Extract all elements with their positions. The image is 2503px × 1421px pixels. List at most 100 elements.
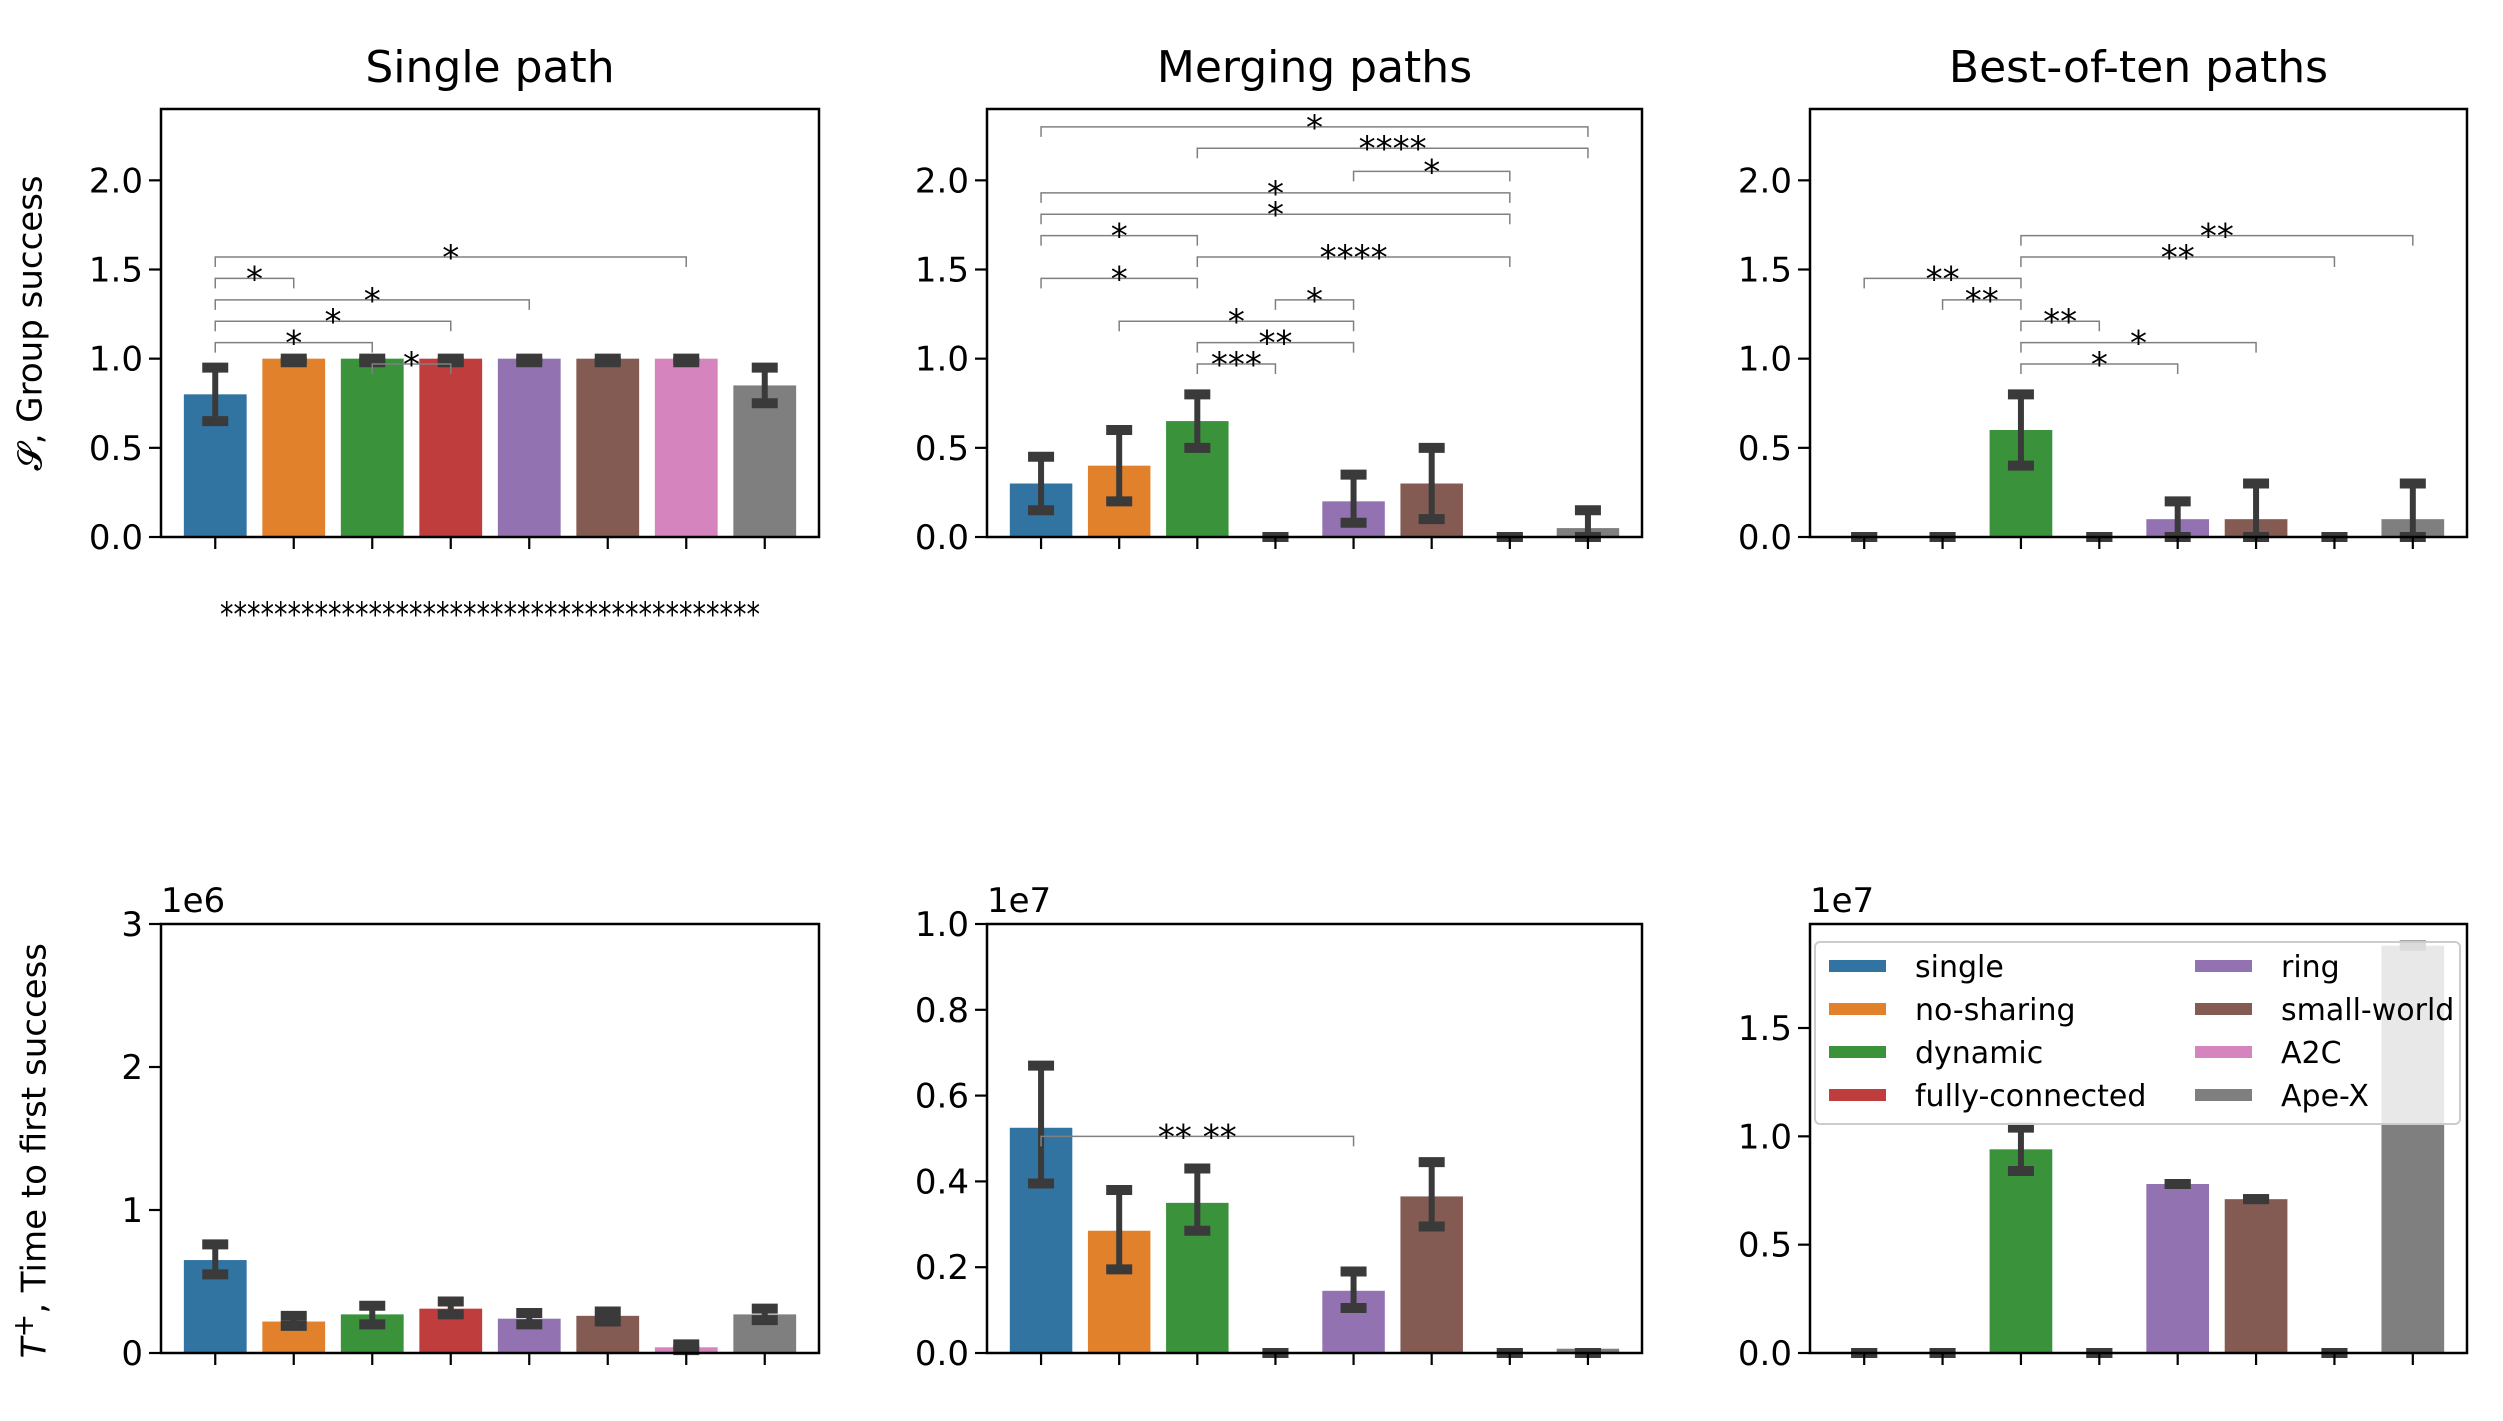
panel-title: Merging paths bbox=[1157, 42, 1472, 93]
significance-bracket: * bbox=[2020, 324, 2257, 364]
significance-line bbox=[1863, 277, 2022, 289]
error-bar-ring bbox=[516, 353, 543, 368]
significance-bracket: *** bbox=[1196, 345, 1277, 385]
legend: single no-sharing dynamic fully-connected ri… bbox=[1814, 941, 2461, 1125]
significance-label: * bbox=[1267, 195, 1284, 235]
legend-swatch bbox=[1829, 960, 1886, 972]
significance-line bbox=[2020, 341, 2257, 353]
legend-entry-no-sharing: no-sharing bbox=[1829, 993, 2076, 1028]
legend-label: fully-connected bbox=[1915, 1079, 2146, 1114]
axes-frame bbox=[1808, 922, 2469, 1355]
significance-bracket: ** bbox=[1196, 324, 1355, 364]
error-bar-no-sharing bbox=[1106, 1184, 1133, 1275]
legend-entry-Ape-X: Ape-X bbox=[2195, 1079, 2369, 1114]
error-bar-fully-connected bbox=[437, 353, 464, 368]
significance-label: * bbox=[285, 324, 302, 364]
significance-line bbox=[1274, 299, 1355, 310]
axes-frame bbox=[985, 922, 1644, 1355]
y-tick-label: 2.0 bbox=[1738, 161, 1792, 201]
y-tick-label: 0.0 bbox=[89, 518, 143, 558]
error-bar-dynamic bbox=[1184, 389, 1211, 453]
significance-label: * bbox=[1267, 174, 1284, 214]
significance-bracket: * bbox=[214, 302, 452, 342]
significance-bracket: **** bbox=[1196, 129, 1589, 169]
y-tick-label: 1.0 bbox=[915, 340, 969, 380]
significance-line bbox=[2020, 320, 2101, 332]
significance-bracket: * bbox=[1118, 302, 1355, 342]
error-bar-no-sharing bbox=[280, 353, 307, 368]
error-bar-A2C bbox=[673, 1339, 700, 1356]
significance-label: *** bbox=[1211, 345, 1262, 385]
significance-line bbox=[1196, 341, 1355, 353]
error-bar-fully-connected bbox=[437, 1296, 464, 1320]
significance-line bbox=[1040, 1135, 1355, 1147]
significance-label: ** bbox=[2043, 302, 2077, 342]
significance-line bbox=[1196, 363, 1277, 375]
y-tick-label: 0 bbox=[121, 1334, 143, 1374]
y-tick-label: 1.5 bbox=[1738, 1009, 1792, 1049]
axes-frame bbox=[159, 107, 821, 539]
legend-entry-fully-connected: fully-connected bbox=[1829, 1079, 2146, 1114]
axis-offset-label: 1e7 bbox=[1810, 881, 1874, 921]
y-tick-label: 1 bbox=[121, 1191, 143, 1231]
significance-label: * bbox=[1111, 217, 1128, 257]
y-tick-label: 2.0 bbox=[89, 161, 143, 201]
bar-small-world bbox=[576, 358, 640, 537]
error-bar-small-world bbox=[594, 1306, 621, 1327]
significance-line bbox=[2020, 363, 2179, 375]
panel-title: Best-of-ten paths bbox=[1949, 42, 2328, 93]
y-tick-label: 0.0 bbox=[1738, 1334, 1792, 1374]
significance-line bbox=[1040, 192, 1511, 203]
significance-line bbox=[214, 341, 373, 353]
significance-bracket: * bbox=[214, 259, 295, 299]
significance-label: * bbox=[246, 259, 263, 299]
significance-bracket: * bbox=[1274, 281, 1355, 321]
significance-label: * bbox=[325, 302, 342, 342]
significance-bracket: ** bbox=[1863, 259, 2022, 299]
significance-label: ** bbox=[2161, 238, 2195, 278]
significance-line bbox=[2020, 234, 2414, 246]
y-tick-label: 0.0 bbox=[915, 518, 969, 558]
legend-swatch bbox=[2195, 1089, 2252, 1101]
error-bar-no-sharing bbox=[280, 1310, 307, 1331]
y-tick-label: 1.0 bbox=[89, 340, 143, 380]
y-axis-label-text: , Time to first success bbox=[13, 942, 54, 1314]
axis-offset-label: 1e6 bbox=[161, 881, 225, 921]
error-bar-A2C bbox=[673, 353, 700, 368]
error-bar-single bbox=[1028, 451, 1055, 516]
error-bar-dynamic bbox=[359, 1300, 386, 1330]
bar-A2C bbox=[654, 358, 718, 537]
error-bar-single bbox=[202, 1239, 229, 1280]
significance-line bbox=[1040, 126, 1589, 137]
error-bar-Ape-X bbox=[1574, 505, 1601, 542]
significance-bracket: * bbox=[1040, 217, 1199, 257]
significance-bracket: * bbox=[1352, 152, 1511, 192]
significance-label: * bbox=[403, 345, 420, 385]
significance-label: * bbox=[1111, 259, 1128, 299]
y-tick-label: 0.6 bbox=[915, 1077, 969, 1117]
significance-bracket: * bbox=[214, 324, 373, 364]
legend-swatch bbox=[1829, 1089, 1886, 1101]
error-bar-ring bbox=[516, 1307, 543, 1330]
y-tick-label: 0.5 bbox=[1738, 1226, 1792, 1266]
significance-bracket: * bbox=[1040, 108, 1589, 148]
error-bar-ring bbox=[1340, 469, 1367, 528]
legend-swatch bbox=[2195, 1046, 2252, 1058]
legend-entry-single: single bbox=[1829, 950, 2004, 985]
significance-label: ** bbox=[1926, 259, 1960, 299]
significance-bracket: * bbox=[214, 281, 530, 321]
axes-frame bbox=[159, 922, 821, 1355]
chart-panel-bottom-left: 0 1 2 3 1e6 bbox=[121, 881, 821, 1374]
legend-entry-A2C: A2C bbox=[2195, 1036, 2342, 1071]
bar-Ape-X bbox=[733, 385, 797, 537]
significance-bracket: ** bbox=[2020, 217, 2414, 257]
y-tick-label: 2 bbox=[121, 1048, 143, 1088]
bar-no-sharing bbox=[262, 358, 326, 537]
significance-label: * bbox=[442, 238, 459, 278]
error-bar-small-world bbox=[1418, 442, 1445, 525]
error-bar-dynamic bbox=[2007, 1122, 2034, 1176]
error-bar-dynamic bbox=[1184, 1163, 1211, 1236]
significance-label: * bbox=[1306, 281, 1323, 321]
error-bar-small-world bbox=[1418, 1157, 1445, 1232]
